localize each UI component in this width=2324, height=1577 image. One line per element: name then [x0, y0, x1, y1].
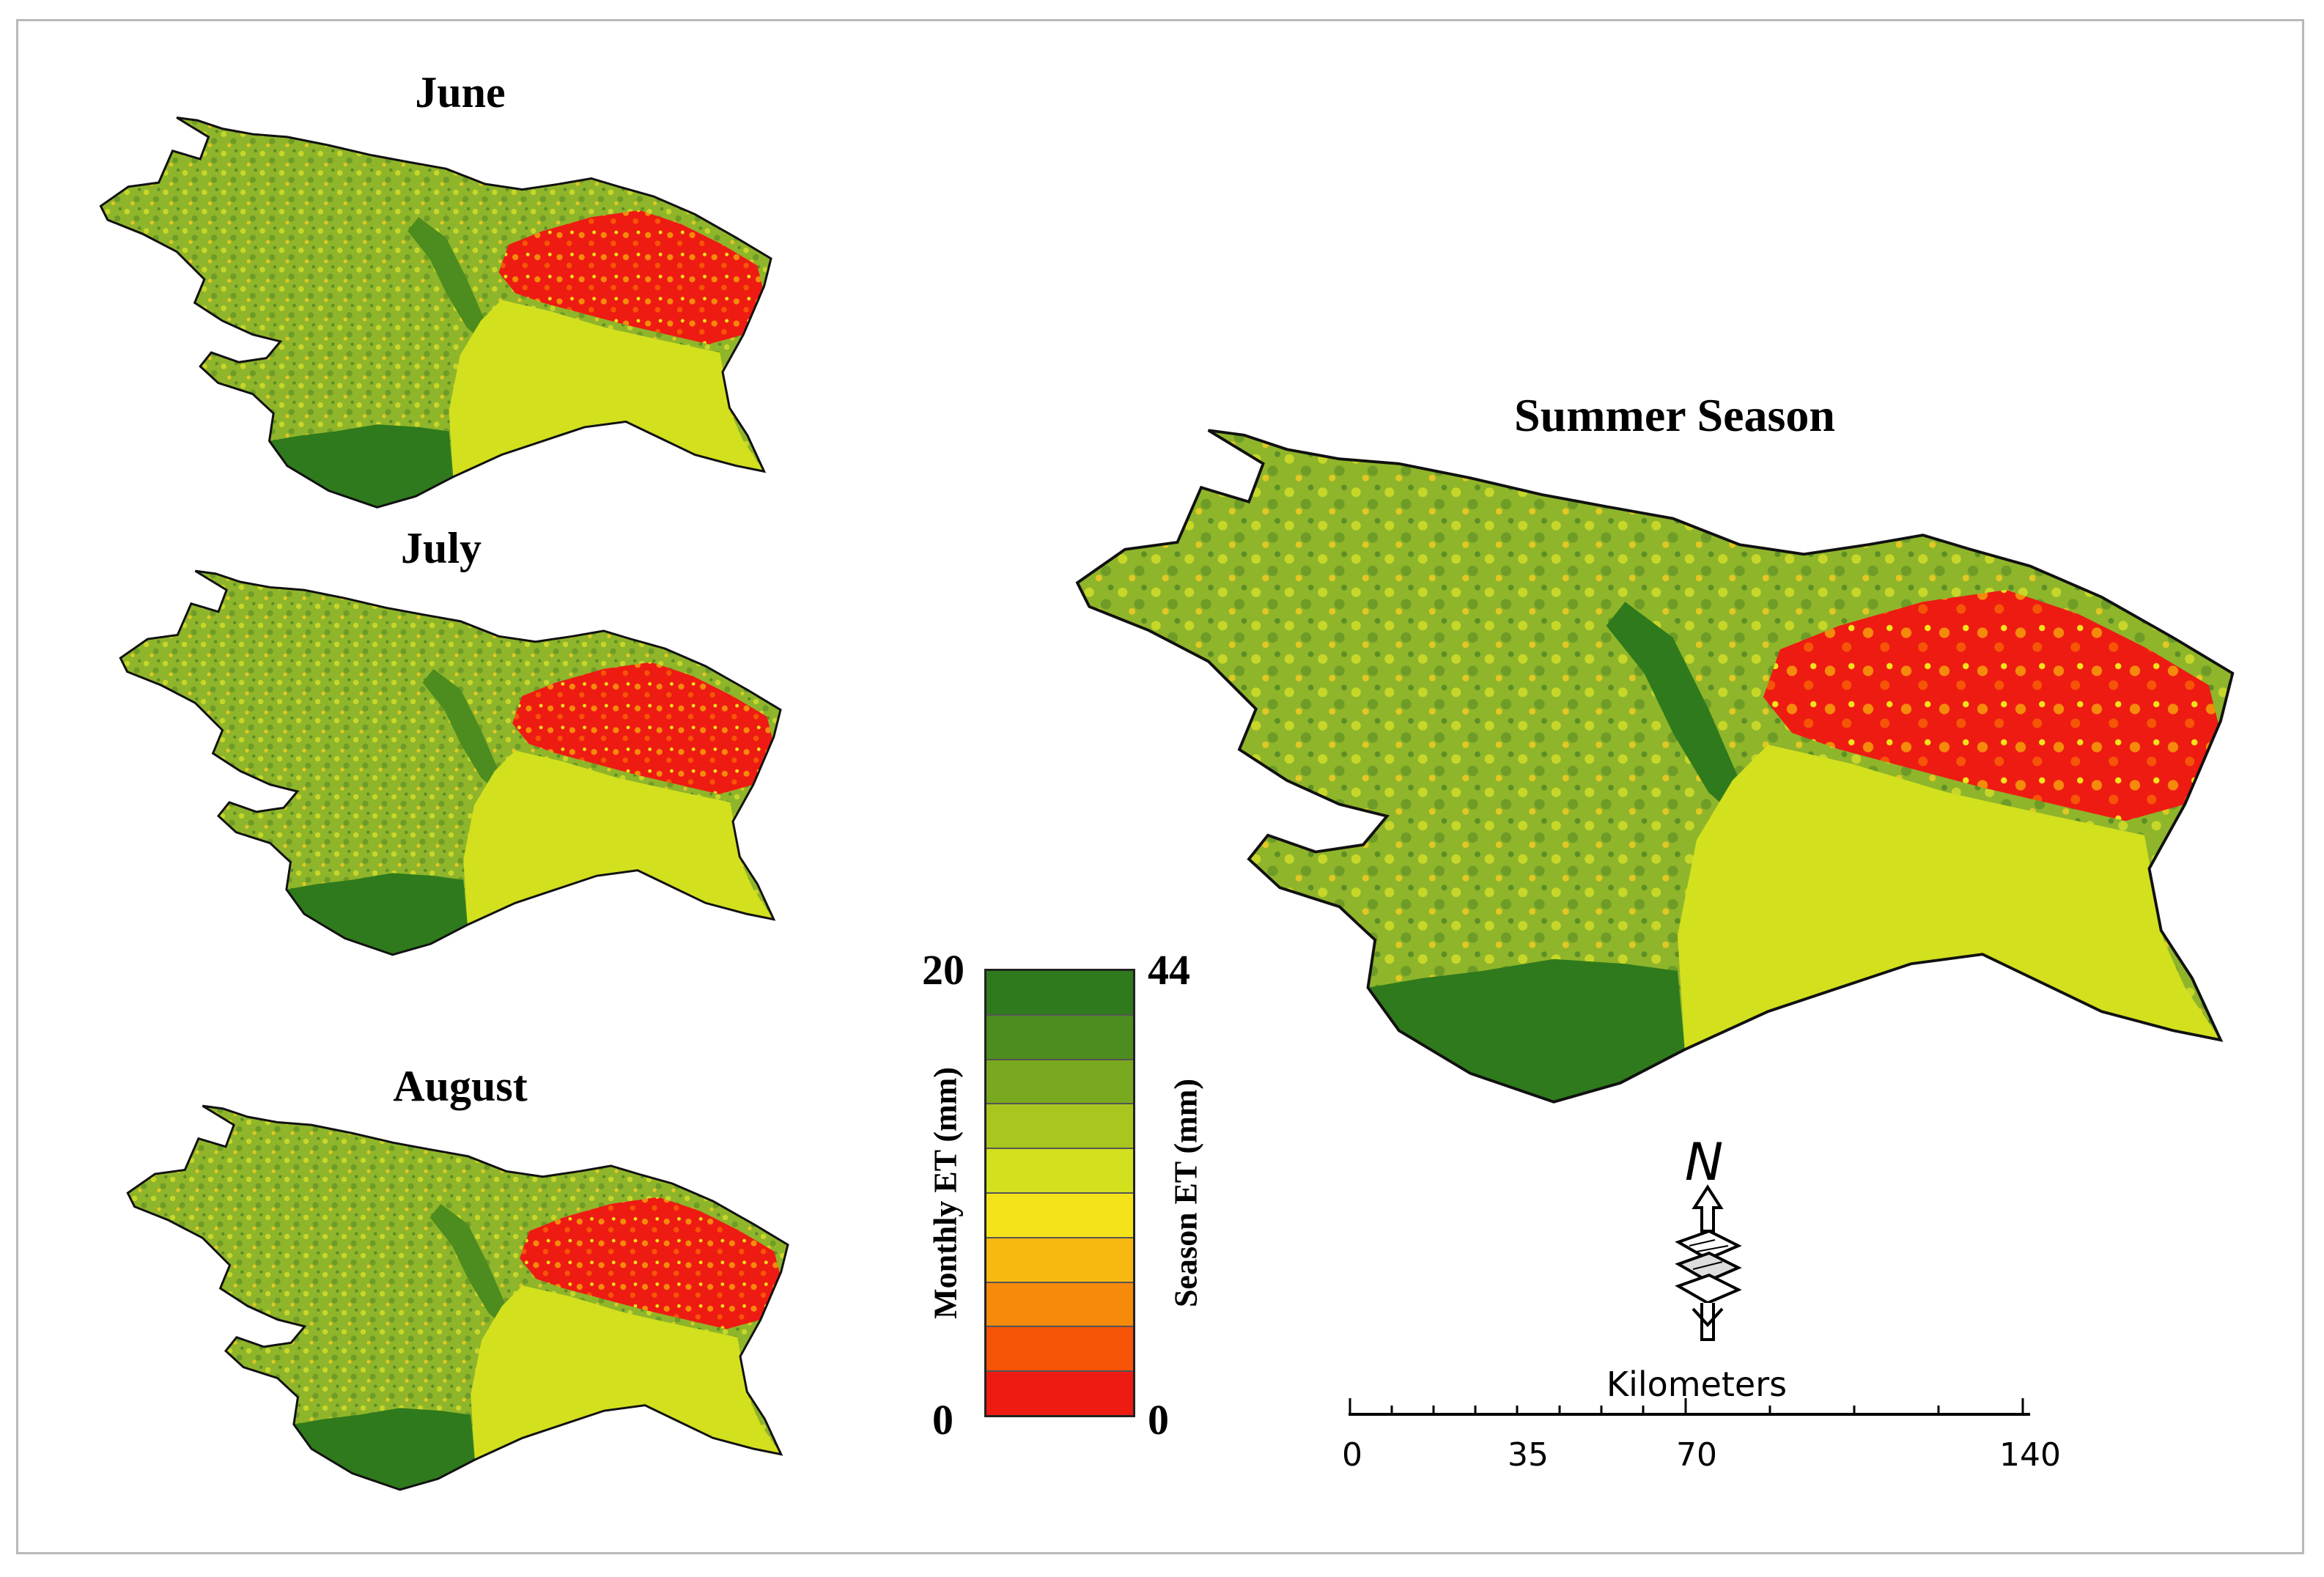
legend-swatch-5: [986, 1193, 1133, 1238]
scale-bar-unit: Kilometers: [1606, 1364, 1788, 1404]
legend-season-label: Season ET (mm): [1167, 1078, 1204, 1308]
legend-swatch-6: [986, 1238, 1133, 1283]
map-august: [126, 1104, 789, 1491]
north-label: N: [1685, 1132, 1723, 1192]
scale-tick-70: 70: [1676, 1436, 1717, 1474]
legend-season-max: 44: [1148, 946, 1190, 994]
legend-swatch-4: [986, 1149, 1133, 1194]
legend-swatch-2: [986, 1060, 1133, 1105]
legend-swatch-0: [986, 971, 1133, 1016]
map-title-june: June: [415, 68, 506, 117]
legend-swatch-9: [986, 1372, 1133, 1415]
map-title-august: August: [393, 1062, 528, 1110]
legend-color-ramp: [984, 969, 1135, 1417]
map-july: [119, 569, 782, 956]
scale-tick-140: 140: [1999, 1436, 2061, 1474]
legend-monthly-label: Monthly ET (mm): [927, 1067, 964, 1319]
legend-swatch-3: [986, 1104, 1133, 1150]
north-arrow-icon: N: [1675, 1132, 1742, 1341]
legend-monthly-max: 20: [922, 946, 964, 994]
map-title-summer: Summer Season: [1514, 389, 1835, 441]
scale-bar: [1349, 1398, 2030, 1416]
legend-season-min: 0: [1148, 1396, 1169, 1444]
legend-monthly-min: 0: [932, 1396, 953, 1444]
figure-frame: [16, 19, 2304, 1554]
scale-tick-35: 35: [1508, 1436, 1549, 1474]
legend-swatch-1: [986, 1015, 1133, 1060]
scale-tick-0: 0: [1342, 1436, 1362, 1474]
map-summer-season: [1076, 429, 2235, 1104]
legend-swatch-7: [986, 1282, 1133, 1328]
map-title-july: July: [400, 524, 482, 572]
legend-swatch-8: [986, 1327, 1133, 1373]
map-june: [99, 117, 772, 509]
